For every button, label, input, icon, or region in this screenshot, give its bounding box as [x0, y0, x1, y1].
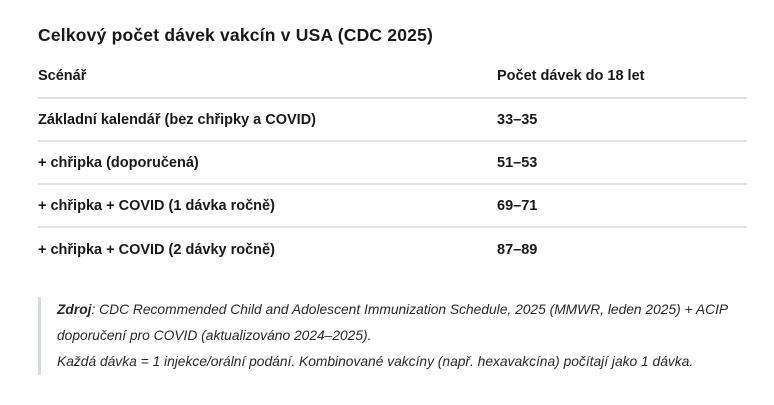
table-row: + chřipka + COVID (2 dávky ročně) 87–89 — [38, 228, 747, 271]
scenario-cell: Základní kalendář (bez chřipky a COVID) — [38, 111, 316, 128]
doses-cell: 69–71 — [497, 197, 538, 214]
source-text: : CDC Recommended Child and Adolescent I… — [57, 302, 728, 343]
doses-cell: 51–53 — [497, 154, 538, 171]
page-title: Celkový počet dávek vakcín v USA (CDC 20… — [38, 25, 434, 45]
table-row: + chřipka + COVID (1 dávka ročně) 69–71 — [38, 185, 747, 228]
table-row: + chřipka (doporučená) 51–53 — [38, 142, 747, 185]
source-blockquote: Zdroj: CDC Recommended Child and Adolesc… — [38, 297, 747, 375]
doses-cell: 33–35 — [497, 111, 538, 128]
scenario-cell: + chřipka + COVID (1 dávka ročně) — [38, 197, 275, 214]
column-header-scenario: Scénář — [38, 68, 87, 84]
doses-cell: 87–89 — [497, 241, 538, 258]
scenario-cell: + chřipka + COVID (2 dávky ročně) — [38, 241, 275, 258]
column-header-doses: Počet dávek do 18 let — [497, 68, 645, 84]
scenario-cell: + chřipka (doporučená) — [38, 154, 199, 171]
note-line: Každá dávka = 1 injekce/orální podání. K… — [57, 354, 694, 369]
doses-table: Scénář Počet dávek do 18 let Základní ka… — [38, 68, 747, 271]
table-row: Základní kalendář (bez chřipky a COVID) … — [38, 99, 747, 142]
source-label: Zdroj — [57, 302, 92, 317]
source-line: Zdroj: CDC Recommended Child and Adolesc… — [57, 297, 747, 349]
document-page: Celkový počet dávek vakcín v USA (CDC 20… — [38, 25, 747, 375]
table-header-row: Scénář Počet dávek do 18 let — [38, 68, 747, 99]
